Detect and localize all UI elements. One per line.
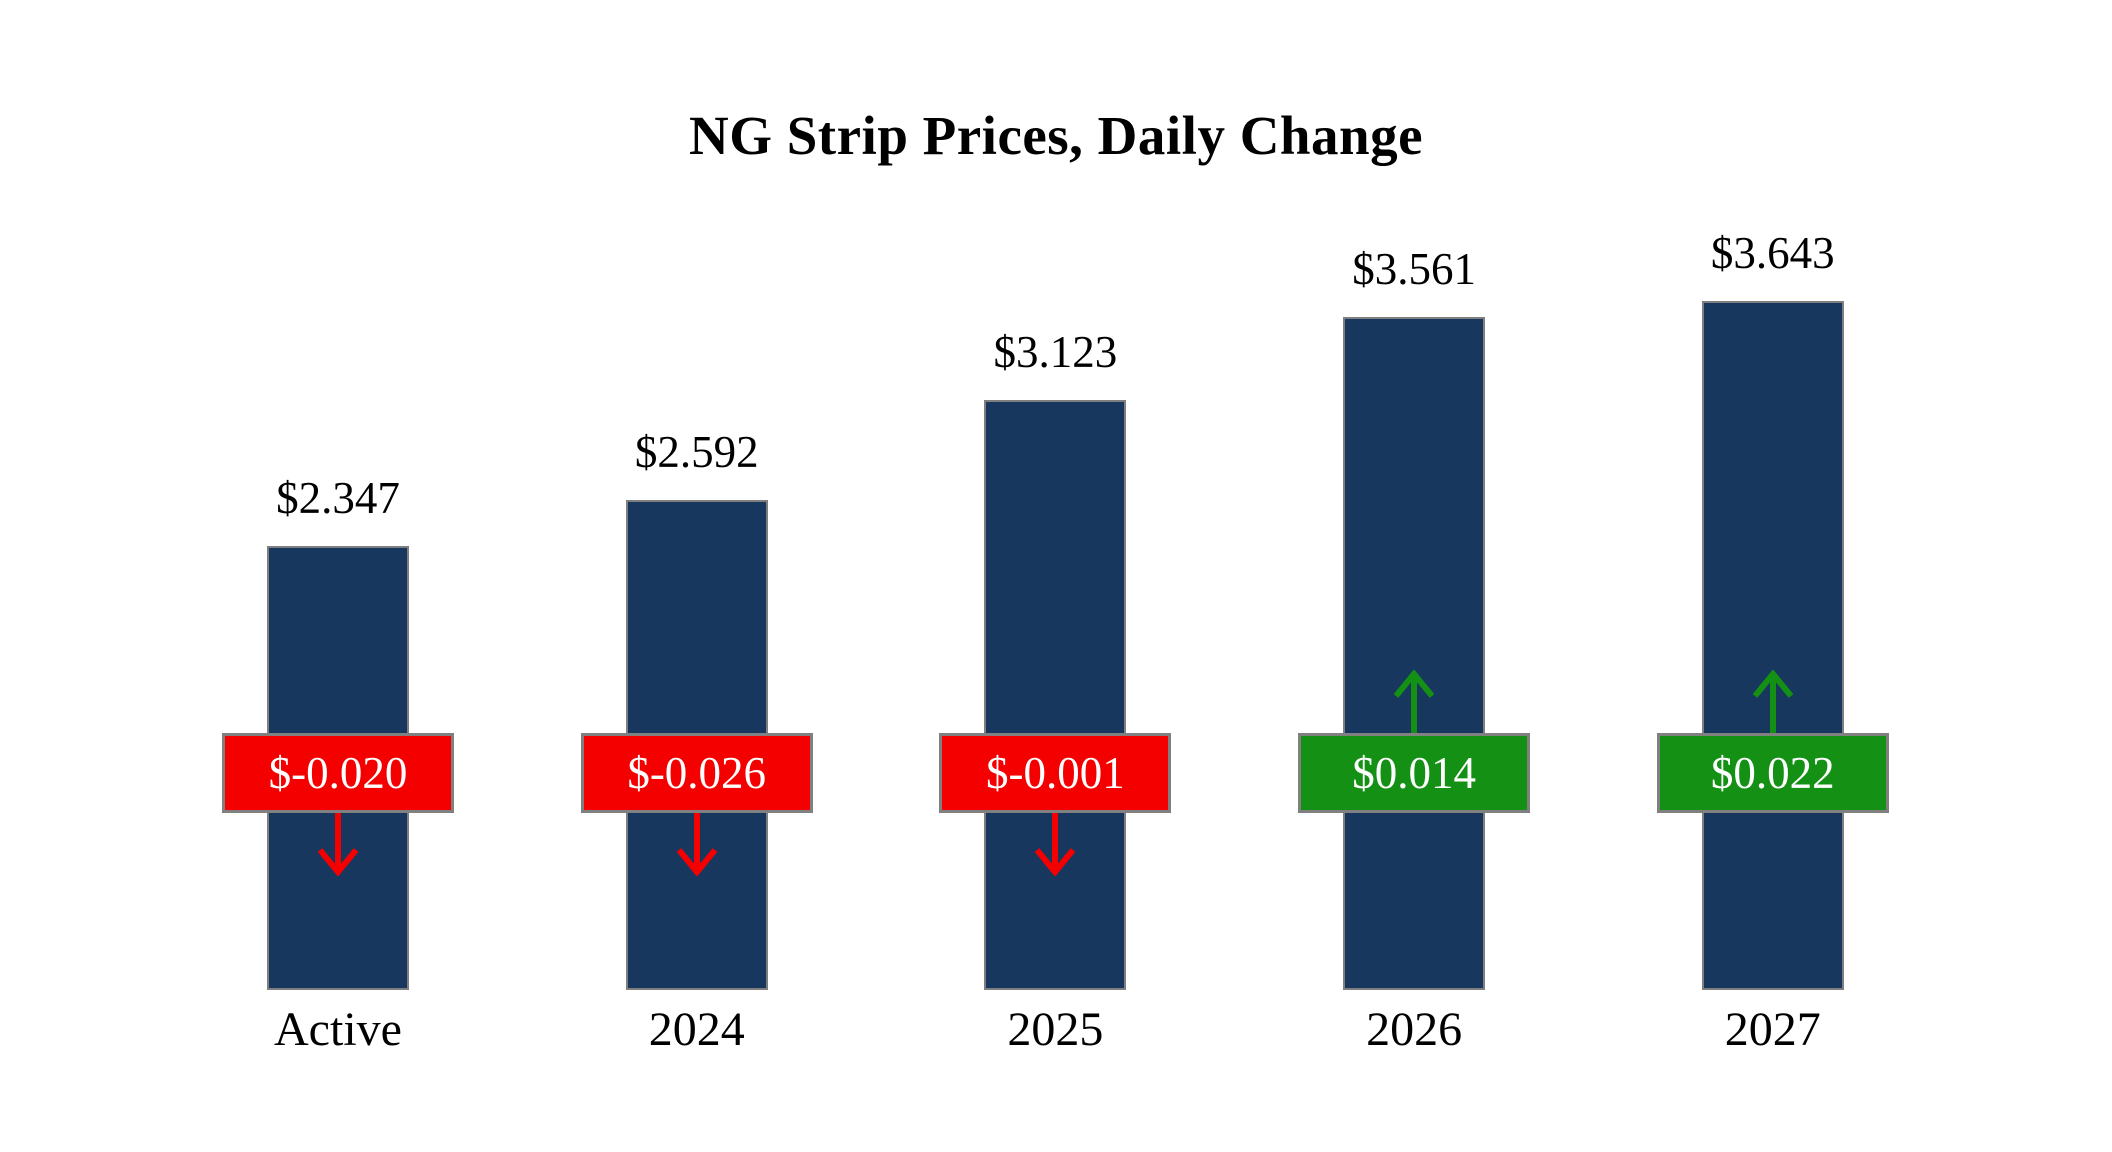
bar-value-label: $3.643 [1710,228,1835,279]
change-badge-label: $0.022 [1710,748,1835,798]
bar [1343,316,1486,990]
change-badge: $-0.020 [222,733,454,813]
down-arrow-icon [315,810,361,876]
category-label: 2025 [1007,1003,1104,1056]
category-label: 2027 [1724,1003,1821,1056]
bar-value-label: $2.592 [634,427,759,478]
down-arrow-icon [1032,810,1078,876]
bar-value-label: $3.123 [993,326,1118,377]
bar-value-label: $3.561 [1352,243,1476,294]
up-arrow-icon [1750,670,1796,736]
bar [1701,301,1844,990]
change-badge: $0.022 [1656,733,1889,813]
category-label: 2024 [648,1003,745,1056]
up-arrow-icon [1391,670,1437,736]
bar [984,399,1127,990]
change-badge-label: $-0.001 [986,748,1125,798]
change-badge-label: $0.014 [1352,748,1476,798]
change-badge: $-0.026 [580,733,813,813]
chart-title: NG Strip Prices, Daily Change [688,105,1424,166]
change-badge-label: $-0.020 [268,748,408,798]
category-label: 2026 [1366,1003,1463,1056]
category-label: Active [274,1003,402,1056]
change-badge: $0.014 [1298,733,1531,813]
change-badge-label: $-0.026 [627,748,767,798]
change-badge: $-0.001 [939,733,1172,813]
bar-value-label: $2.347 [276,473,400,524]
down-arrow-icon [674,810,720,876]
